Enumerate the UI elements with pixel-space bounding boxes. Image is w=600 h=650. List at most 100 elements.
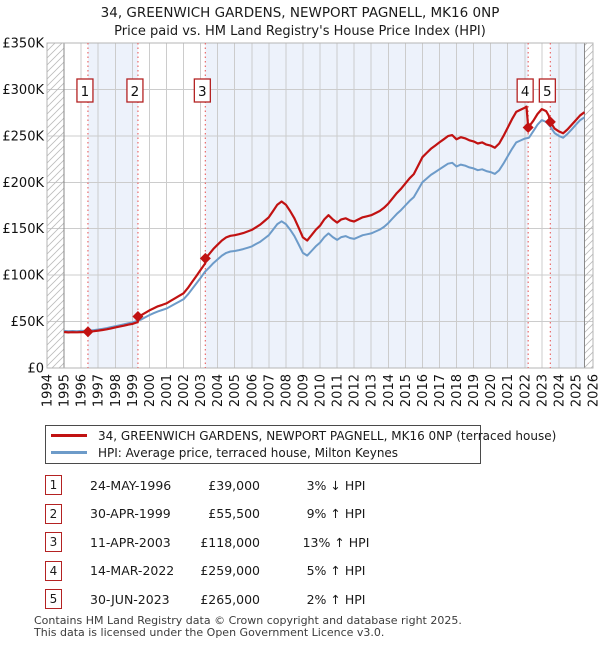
row-price: £55,500 [208, 506, 260, 521]
sale-number-badge [126, 78, 144, 103]
x-tick-label: 2024 [552, 374, 567, 407]
ownership-band [205, 43, 529, 368]
x-tick-label: 2023 [535, 374, 550, 407]
x-tick-label: 2001 [160, 374, 175, 407]
x-tick-label: 2019 [467, 374, 482, 407]
x-tick-label: 1997 [92, 374, 107, 407]
row-number-badge: 3 [45, 532, 62, 552]
sale-diamond-marker [544, 116, 556, 128]
data-series-lines [63, 105, 586, 334]
x-tick-label: 2013 [365, 374, 380, 407]
row-vs-hpi: 9% ↑ HPI [306, 506, 366, 521]
x-tick-label: 2022 [518, 374, 533, 407]
hpi-line [64, 116, 586, 333]
sale-number-badge [516, 78, 534, 103]
x-tick-label: 1994 [41, 374, 56, 407]
sale-number-badge [76, 78, 94, 103]
x-tick-label: 2007 [262, 374, 277, 407]
sale-number-badge-label: 1 [81, 84, 90, 100]
row-number-badge: 1 [45, 475, 62, 495]
ownership-bands [87, 43, 585, 368]
row-number-badge: 4 [45, 560, 62, 581]
footer-line2: This data is licensed under the Open Gov… [34, 625, 385, 639]
row-vs-hpi: 13% ↑ HPI [302, 534, 370, 550]
legend: 34, GREENWICH GARDENS, NEWPORT PAGNELL, … [45, 425, 556, 464]
y-tick-label: £100K [2, 269, 44, 284]
sale-diamond-marker [199, 252, 211, 264]
x-tick-label: 2015 [399, 374, 414, 407]
row-date: 30-JUN-2023 [90, 591, 170, 607]
x-tick-label: 2005 [228, 374, 243, 407]
sale-diamond-marker [82, 326, 94, 338]
x-tick-label: 2009 [296, 374, 311, 407]
x-tick-label: 2025 [569, 374, 584, 407]
x-tick-label: 1995 [58, 374, 73, 407]
price-line-label: 34, GREENWICH GARDENS, NEWPORT PAGNELL, … [98, 428, 557, 443]
sale-markers [82, 116, 556, 338]
plot-frame [46, 42, 594, 369]
y-tick-label: £200K [2, 176, 44, 191]
sale-number-badge-label: 5 [543, 84, 552, 100]
y-tick-label: £0 [27, 362, 44, 377]
row-date: 24-MAY-1996 [90, 477, 172, 493]
row-date: 30-APR-1999 [90, 506, 171, 521]
footer-line1: Contains HM Land Registry data © Crown c… [34, 614, 462, 627]
page-subtitle: Price paid vs. HM Land Registry's House … [114, 24, 486, 39]
x-tick-label: 2021 [501, 374, 516, 407]
x-tick-label: 2004 [211, 374, 226, 407]
sale-number-badge [538, 78, 556, 103]
x-tick-label: 2010 [314, 374, 329, 407]
x-tick-label: 2016 [416, 374, 431, 407]
table-row: 4 14-MAR-2022 £259,000 5% ↑ HPI [45, 560, 565, 581]
row-date: 14-MAR-2022 [90, 563, 175, 578]
legend-item-price: 34, GREENWICH GARDENS, NEWPORT PAGNELL, … [46, 427, 556, 444]
x-tick-label: 1999 [126, 374, 141, 407]
x-tick-label: 2003 [194, 374, 209, 407]
x-tick-label: 2018 [450, 374, 465, 407]
x-tick-label: 2006 [245, 374, 260, 407]
table-row: 1 24-MAY-1996 £39,000 3% ↓ HPI [45, 475, 565, 495]
page-title: 34, GREENWICH GARDENS, NEWPORT PAGNELL, … [100, 5, 500, 21]
x-tick-label: 2012 [348, 374, 363, 407]
x-tick-label: 2000 [143, 374, 158, 407]
no-data-hatch [47, 43, 593, 368]
row-price: £118,000 [200, 534, 260, 550]
hpi-line-label: HPI: Average price, terraced house, Milt… [98, 445, 399, 460]
y-tick-label: £300K [2, 83, 44, 98]
x-tick-label: 2017 [433, 374, 448, 407]
hpi-line-swatch [51, 451, 87, 454]
x-tick-label: 2011 [331, 374, 346, 407]
axis-labels: £0 £50K £100K £150K £200K £250K £300K £350K 1994… [2, 37, 600, 408]
x-tick-label: 1996 [75, 374, 90, 407]
sale-number-badge-label: 3 [198, 84, 207, 100]
y-tick-label: £350K [2, 37, 44, 52]
row-vs-hpi: 5% ↑ HPI [306, 563, 366, 578]
table-row: 2 30-APR-1999 £55,500 9% ↑ HPI [45, 503, 565, 524]
y-tick-label: £50K [11, 315, 45, 330]
row-number-badge: 5 [45, 589, 62, 609]
y-tick-label: £250K [2, 129, 44, 144]
x-tick-label: 2002 [177, 374, 192, 407]
row-price: £259,000 [200, 563, 260, 578]
row-price: £265,000 [200, 591, 260, 607]
price-line [63, 105, 586, 334]
sale-diamond-marker [522, 122, 534, 133]
row-vs-hpi: 2% ↑ HPI [306, 591, 366, 607]
row-date: 11-APR-2003 [90, 534, 171, 550]
x-tick-label: 2008 [279, 374, 294, 407]
licence-footer: Contains HM Land Registry data © Crown c… [34, 615, 574, 638]
x-tick-label: 2020 [484, 374, 499, 407]
sale-number-badge-label: 4 [521, 84, 530, 100]
price-line-swatch [51, 434, 87, 437]
row-number-badge: 2 [45, 503, 62, 524]
ownership-band [550, 43, 585, 368]
y-tick-label: £150K [2, 222, 44, 237]
sale-diamond-marker [132, 310, 144, 322]
x-tick-label: 1998 [109, 374, 124, 407]
sale-number-badge [193, 78, 211, 103]
legend-item-hpi: HPI: Average price, terraced house, Milt… [46, 444, 480, 461]
sale-number-badge-label: 2 [131, 84, 140, 100]
x-tick-label: 2026 [587, 374, 600, 407]
